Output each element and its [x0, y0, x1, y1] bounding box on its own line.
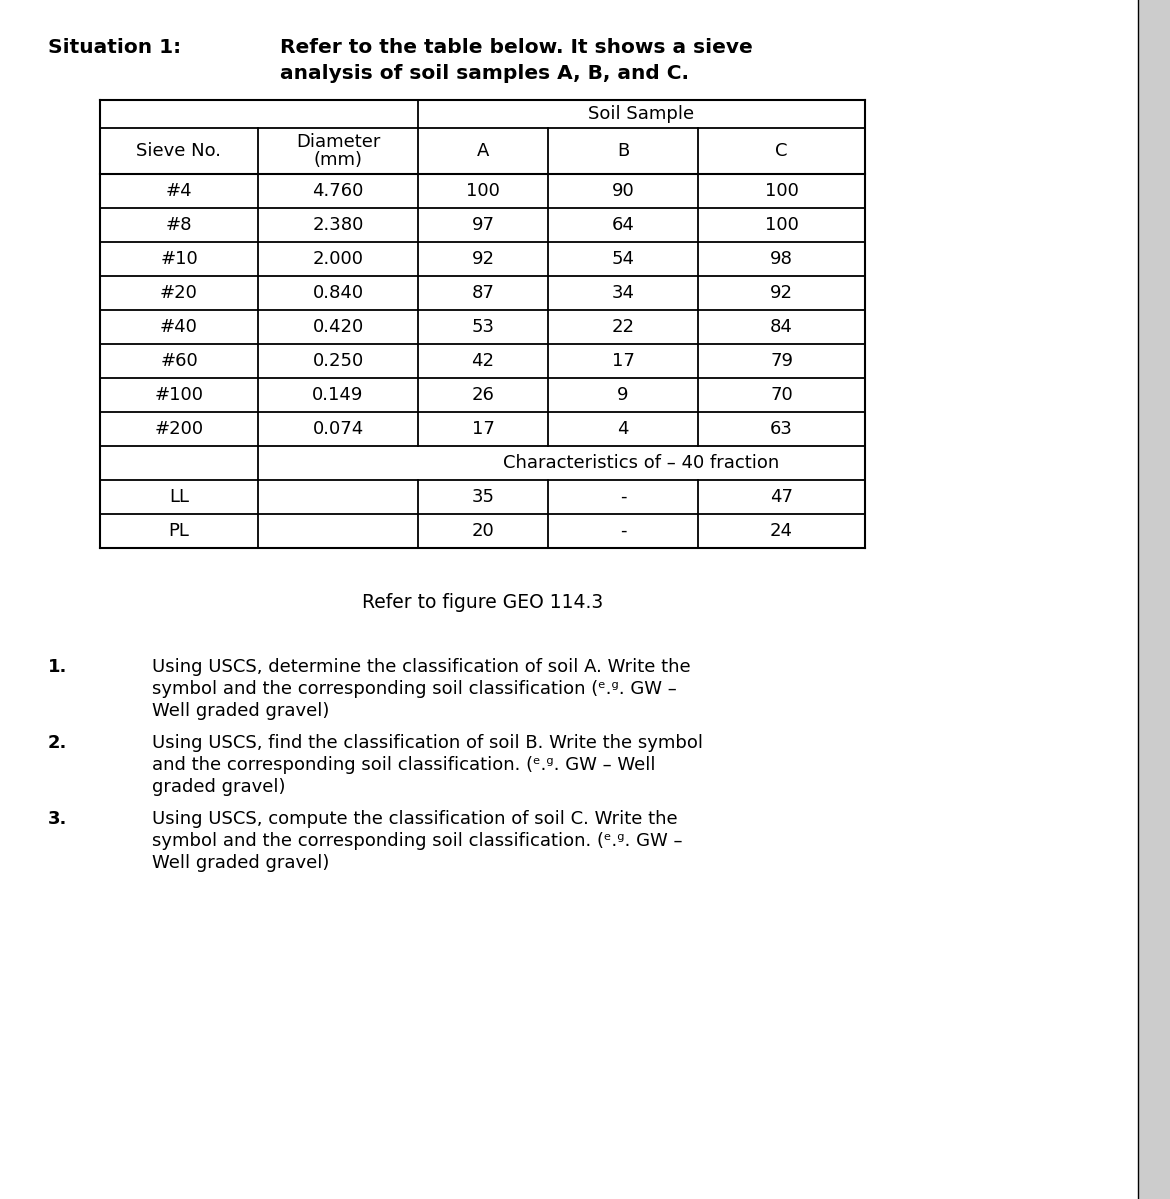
Text: 0.074: 0.074	[312, 420, 364, 438]
Text: C: C	[776, 141, 787, 159]
Text: 53: 53	[472, 318, 495, 336]
Text: #20: #20	[160, 284, 198, 302]
Text: #200: #200	[154, 420, 204, 438]
Text: B: B	[617, 141, 629, 159]
Text: 22: 22	[612, 318, 634, 336]
Text: 54: 54	[612, 251, 634, 269]
Text: 63: 63	[770, 420, 793, 438]
Text: 26: 26	[472, 386, 495, 404]
Text: -: -	[620, 522, 626, 540]
Text: Refer to figure GEO 114.3: Refer to figure GEO 114.3	[362, 594, 603, 611]
Text: 47: 47	[770, 488, 793, 506]
Text: 17: 17	[612, 353, 634, 370]
Text: #40: #40	[160, 318, 198, 336]
Text: graded gravel): graded gravel)	[152, 778, 285, 796]
Text: 17: 17	[472, 420, 495, 438]
Text: 0.250: 0.250	[312, 353, 364, 370]
Text: (mm): (mm)	[314, 151, 363, 169]
Text: 1.: 1.	[48, 658, 68, 676]
Text: #8: #8	[166, 216, 192, 234]
Text: 20: 20	[472, 522, 495, 540]
Text: 79: 79	[770, 353, 793, 370]
Text: 0.420: 0.420	[312, 318, 364, 336]
Text: 97: 97	[472, 216, 495, 234]
Text: -: -	[620, 488, 626, 506]
Text: 84: 84	[770, 318, 793, 336]
Text: 90: 90	[612, 182, 634, 200]
Text: 2.: 2.	[48, 734, 68, 752]
Text: symbol and the corresponding soil classification (ᵉ.ᵍ. GW –: symbol and the corresponding soil classi…	[152, 680, 676, 698]
Text: 34: 34	[612, 284, 634, 302]
Text: Well graded gravel): Well graded gravel)	[152, 701, 330, 721]
Text: 87: 87	[472, 284, 495, 302]
Text: 100: 100	[764, 216, 798, 234]
Text: Diameter: Diameter	[296, 133, 380, 151]
Text: 98: 98	[770, 251, 793, 269]
Text: Sieve No.: Sieve No.	[137, 141, 221, 159]
Text: 2.380: 2.380	[312, 216, 364, 234]
Text: 3.: 3.	[48, 811, 68, 829]
Text: 42: 42	[472, 353, 495, 370]
Text: Refer to the table below. It shows a sieve: Refer to the table below. It shows a sie…	[280, 38, 752, 58]
Bar	[1138, 0, 1170, 1199]
Text: 4: 4	[618, 420, 628, 438]
Text: A: A	[477, 141, 489, 159]
Text: 0.840: 0.840	[312, 284, 364, 302]
Text: Well graded gravel): Well graded gravel)	[152, 854, 330, 872]
Text: symbol and the corresponding soil classification. (ᵉ.ᵍ. GW –: symbol and the corresponding soil classi…	[152, 832, 682, 850]
Text: 100: 100	[764, 182, 798, 200]
Text: 92: 92	[472, 251, 495, 269]
Text: #10: #10	[160, 251, 198, 269]
Text: 2.000: 2.000	[312, 251, 364, 269]
Text: #4: #4	[166, 182, 192, 200]
Text: LL: LL	[168, 488, 190, 506]
Text: analysis of soil samples A, B, and C.: analysis of soil samples A, B, and C.	[280, 64, 689, 83]
Text: 24: 24	[770, 522, 793, 540]
Text: #60: #60	[160, 353, 198, 370]
Text: and the corresponding soil classification. (ᵉ.ᵍ. GW – Well: and the corresponding soil classificatio…	[152, 757, 655, 775]
Text: Using USCS, compute the classification of soil C. Write the: Using USCS, compute the classification o…	[152, 811, 677, 829]
Text: Using USCS, determine the classification of soil A. Write the: Using USCS, determine the classification…	[152, 658, 690, 676]
Text: 4.760: 4.760	[312, 182, 364, 200]
Text: Using USCS, find the classification of soil B. Write the symbol: Using USCS, find the classification of s…	[152, 734, 703, 752]
Text: 64: 64	[612, 216, 634, 234]
Text: 35: 35	[472, 488, 495, 506]
Text: Situation 1:: Situation 1:	[48, 38, 181, 58]
Text: 92: 92	[770, 284, 793, 302]
Text: 9: 9	[618, 386, 628, 404]
Text: 100: 100	[466, 182, 500, 200]
Text: 70: 70	[770, 386, 793, 404]
Text: Characteristics of – 40 fraction: Characteristics of – 40 fraction	[503, 454, 779, 472]
Text: Soil Sample: Soil Sample	[589, 106, 695, 123]
Text: PL: PL	[168, 522, 190, 540]
Text: #100: #100	[154, 386, 204, 404]
Text: 0.149: 0.149	[312, 386, 364, 404]
